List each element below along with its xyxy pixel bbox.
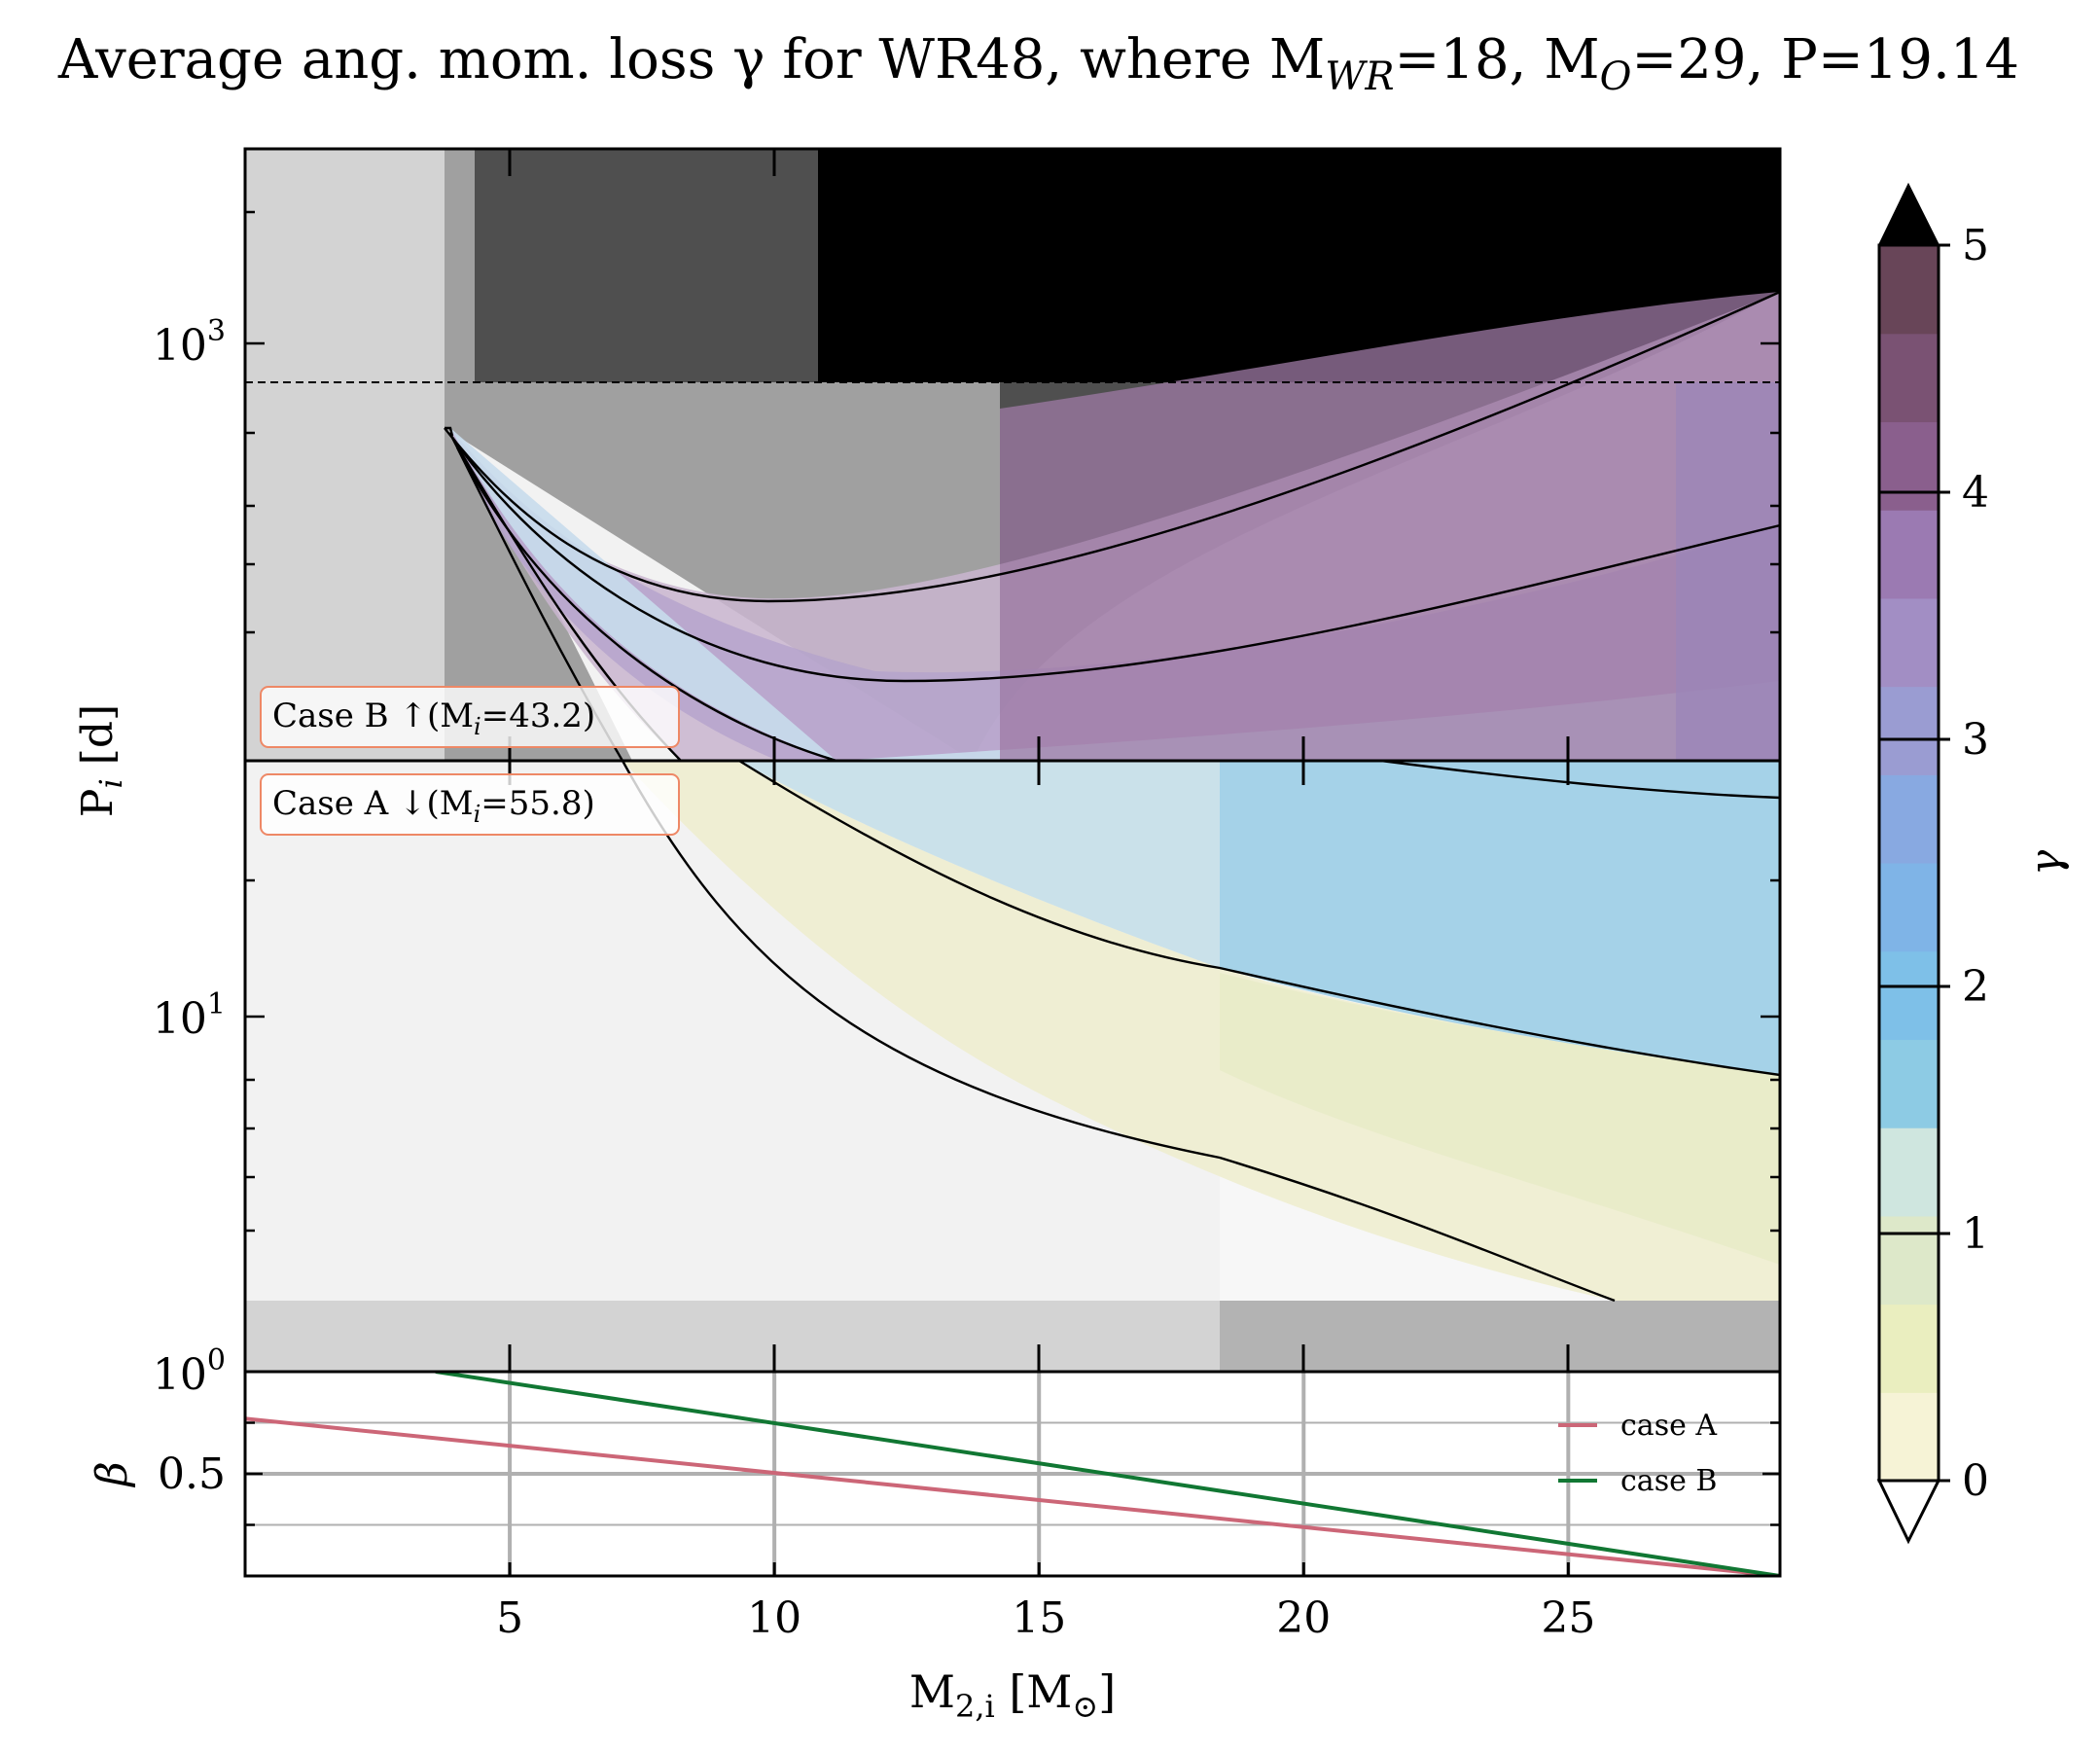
xtick-label-20: 20 (1276, 1593, 1331, 1643)
upper-gamma-right (1000, 292, 1780, 761)
colorbar-band (1879, 421, 1939, 511)
main-y-ticks (245, 210, 1780, 1233)
legend-label-case-a: case A (1620, 1409, 1717, 1443)
colorbar-band (1879, 597, 1939, 688)
ytick-label-10: 101 (153, 987, 226, 1044)
lower-gamma-yellow-2 (1220, 973, 1780, 1265)
lower-floor-left (245, 1301, 1220, 1372)
colorbar-band (1879, 1304, 1939, 1393)
colorbar-band (1879, 510, 1939, 599)
beta-legend: case A case B (1558, 1409, 1717, 1498)
title-part-1: Average ang. mom. loss γ for WR48, where… (57, 28, 1325, 91)
colorbar-band (1879, 333, 1939, 423)
beta-xticklabels: 5 10 15 20 25 (496, 1593, 1595, 1643)
contour-line-2 (448, 432, 1780, 683)
beta-ticks (245, 1421, 1780, 1576)
colorbar-band (1879, 1039, 1939, 1128)
upper-gamma-right-strip (1676, 382, 1780, 761)
title-sub-wr: WR (1325, 54, 1394, 99)
colorbar-band (1879, 1127, 1939, 1217)
legend-label-case-b: case B (1620, 1464, 1717, 1498)
title-sub-o: O (1600, 54, 1632, 99)
contour-line-6 (1380, 759, 1780, 800)
colorbar-band (1879, 1215, 1939, 1306)
colorbar-tick-label-3: 3 (1962, 715, 1989, 765)
colorbar-extend-bottom (1876, 1479, 1941, 1545)
colorbar-label: γ (2021, 849, 2071, 876)
colorbar-tick-label-0: 0 (1962, 1456, 1989, 1506)
upper-bg-dark-top (475, 149, 818, 382)
beta-ylabel: β (88, 1461, 137, 1487)
case-b-annotation: Case B ↑(Mi=43.2) (260, 686, 680, 748)
main-panel: 103 101 100 Pi [d] Case B ↑(Mi=43.2) Cas… (73, 147, 1782, 1400)
main-ylabel: Pi [d] (73, 704, 129, 817)
colorbar-ticks: 0 1 2 3 4 5 (1879, 221, 1989, 1506)
colorbar-tick-label-1: 1 (1962, 1209, 1989, 1259)
colorbar-band (1879, 950, 1939, 1041)
colorbar-band (1879, 774, 1939, 864)
colorbar-extend-top (1877, 182, 1940, 246)
colorbar-tick-label-4: 4 (1962, 468, 1989, 518)
lower-background (245, 761, 1780, 1372)
colorbar-bands (1879, 245, 1939, 1482)
lower-floor-right (1220, 1301, 1780, 1372)
svg-text:Case A ↓(Mi=55.8): Case A ↓(Mi=55.8) (272, 784, 595, 828)
colorbar-band (1879, 245, 1939, 335)
beta-ytick-label-0.5: 0.5 (158, 1449, 226, 1499)
xtick-label-5: 5 (496, 1593, 523, 1643)
xtick-label-10: 10 (747, 1593, 801, 1643)
xtick-label-25: 25 (1541, 1593, 1595, 1643)
boundary-wiggle (445, 426, 454, 437)
colorbar: 0 1 2 3 4 5 γ (1876, 182, 2071, 1545)
case-a-annotation: Case A ↓(Mi=55.8) (260, 773, 680, 836)
contour-lines (444, 290, 1780, 1303)
beta-series-case-A (245, 1416, 1780, 1576)
xtick-label-15: 15 (1012, 1593, 1066, 1643)
colorbar-band (1879, 686, 1939, 775)
beta-panel: 0.5 β 5 10 15 20 25 M2,i [M⊙] case A case B (88, 1370, 1782, 1725)
lower-gamma-blue-right (1220, 761, 1780, 1075)
chart-title: Average ang. mom. loss γ for WR48, where… (57, 28, 2019, 99)
contour-line-8 (738, 759, 1780, 1077)
beta-grid (245, 1372, 1780, 1576)
colorbar-band (1879, 1392, 1939, 1482)
contour-line-1 (444, 290, 1780, 603)
beta-series-case-B (435, 1372, 1780, 1576)
upper-background (245, 149, 1780, 761)
svg-text:Case B ↑(Mi=43.2): Case B ↑(Mi=43.2) (272, 697, 595, 740)
ytick-label-1: 100 (153, 1343, 226, 1400)
contour-line-7 (621, 760, 1616, 1303)
colorbar-tick-label-2: 2 (1962, 962, 1989, 1012)
colorbar-tick-label-5: 5 (1962, 221, 1989, 270)
colorbar-band (1879, 863, 1939, 952)
ytick-label-1000: 103 (153, 314, 226, 371)
beta-xlabel: M2,i [M⊙] (909, 1665, 1116, 1725)
title-part-3: =29, P=19.14 (1631, 28, 2019, 91)
title-part-2: =18, M (1394, 28, 1599, 91)
beta-series (245, 1372, 1780, 1576)
